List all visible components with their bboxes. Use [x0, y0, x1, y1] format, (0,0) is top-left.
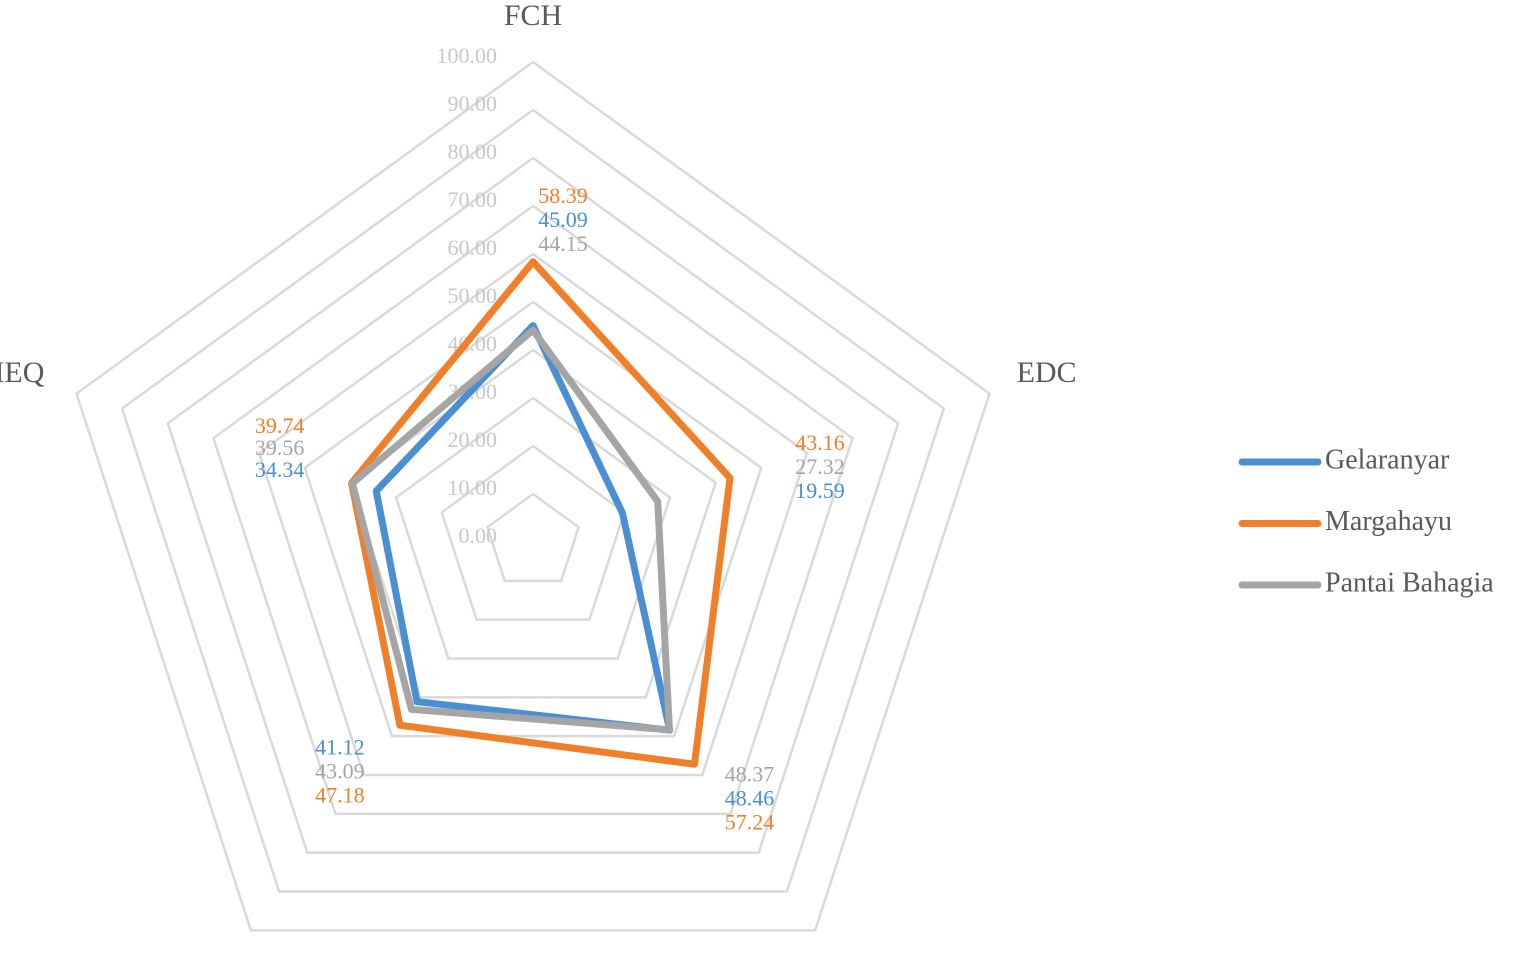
r-tick-label: 80.00 [448, 139, 498, 164]
legend-label: Margahayu [1325, 506, 1452, 537]
grid-ring [394, 396, 672, 660]
series-line [348, 258, 734, 768]
data-label: 41.12 [315, 734, 365, 759]
legend-label: Gelaranyar [1325, 444, 1450, 475]
r-tick-label: 0.00 [459, 523, 498, 548]
data-label: 58.39 [538, 183, 588, 208]
data-label: 34.34 [255, 457, 305, 482]
data-label: 39.56 [255, 435, 305, 460]
r-tick-label: 90.00 [448, 91, 498, 116]
data-label: 47.18 [315, 782, 365, 807]
category-label: IEQ [0, 356, 45, 389]
r-tick-label: 50.00 [448, 283, 498, 308]
category-label: FCH [504, 0, 562, 32]
data-label: 57.24 [725, 809, 775, 834]
grid-ring [303, 300, 763, 738]
data-label: 19.59 [795, 478, 845, 503]
data-label: 27.32 [795, 454, 845, 479]
grid-ring [485, 492, 581, 583]
grid-ring [211, 204, 855, 816]
series-line [348, 326, 673, 734]
data-label: 39.74 [255, 413, 305, 438]
data-label: 48.37 [725, 761, 775, 786]
grid-ring [75, 60, 991, 932]
data-label: 43.09 [315, 758, 365, 783]
data-label: 48.46 [725, 785, 775, 810]
r-tick-label: 60.00 [448, 235, 498, 260]
data-label: 44.15 [538, 231, 588, 256]
r-tick-label: 10.00 [448, 475, 498, 500]
series-line [372, 322, 674, 734]
legend-label: Pantai Bahagia [1325, 567, 1494, 598]
grid-ring [440, 444, 626, 621]
data-label: 43.16 [795, 430, 845, 455]
r-tick-label: 100.00 [437, 43, 498, 68]
grid-ring [120, 108, 946, 893]
r-tick-label: 70.00 [448, 187, 498, 212]
grid-ring [166, 156, 900, 854]
category-label: EDC [1017, 356, 1077, 389]
r-tick-label: 20.00 [448, 427, 498, 452]
data-label: 45.09 [538, 207, 588, 232]
grid-ring [257, 252, 809, 777]
